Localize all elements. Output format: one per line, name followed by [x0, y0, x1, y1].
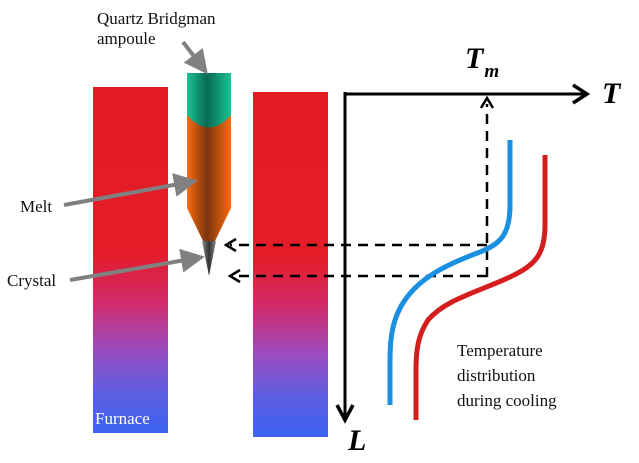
tm-arrowhead: [479, 95, 495, 109]
bridgman-ampoule: [187, 73, 231, 276]
crystal-label: Crystal: [7, 271, 57, 290]
temperature-distribution-caption: Temperature distribution during cooling: [457, 341, 557, 410]
blue-temperature-curve: [387, 140, 513, 405]
melt-pointer-arrow: [63, 173, 198, 207]
ampoule-label: Quartz Bridgman ampoule: [97, 9, 216, 48]
upper-guide-arrowhead: [223, 237, 237, 253]
melt-label: Melt: [20, 197, 53, 216]
ampoule-cap: [187, 73, 231, 128]
furnace-right-wall: [253, 92, 328, 437]
temperature-axis: [344, 83, 591, 105]
crystal-tip: [202, 241, 216, 276]
melting-point-guides: [230, 104, 489, 278]
ampoule-pointer-arrow: [181, 40, 208, 75]
temperature-axis-label: T: [602, 77, 621, 110]
crystal-pointer-arrow: [69, 248, 205, 282]
melting-point-label: Tm: [465, 42, 500, 82]
furnace-left-wall: Furnace: [93, 87, 168, 433]
lower-guide-arrowhead: [227, 268, 241, 284]
length-axis-label: L: [348, 424, 367, 457]
furnace-label: Furnace: [95, 409, 150, 428]
length-axis: [335, 92, 355, 424]
melt-body: [187, 115, 231, 241]
red-temperature-curve: [413, 155, 548, 420]
